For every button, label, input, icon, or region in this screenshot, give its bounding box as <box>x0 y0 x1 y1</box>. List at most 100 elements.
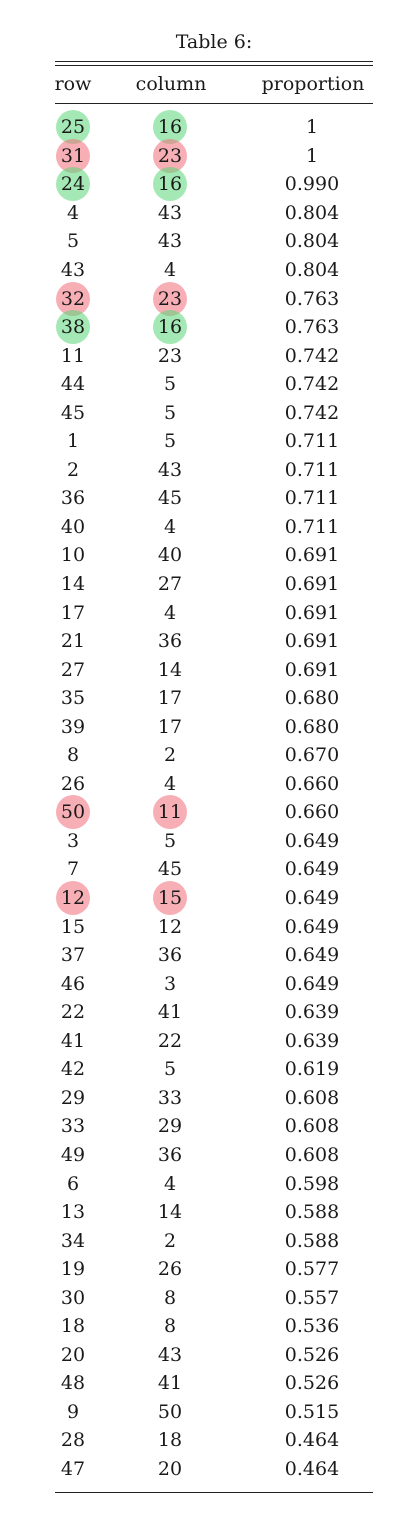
cell-proportion-text: 0.804 <box>284 230 340 253</box>
table-row: 14 27 0.691 <box>55 570 373 599</box>
cell-column-text: 33 <box>157 1086 183 1109</box>
cell-row: 13 <box>55 1200 91 1224</box>
cell-proportion-value: 0.711 <box>285 429 339 453</box>
cell-row-value: 29 <box>61 1086 85 1110</box>
cell-row-value: 3 <box>61 829 85 853</box>
cell-proportion: 0.515 <box>255 1400 369 1424</box>
cell-column: 43 <box>91 201 249 225</box>
cell-row-value: 36 <box>61 486 85 510</box>
cell-proportion-value: 0.763 <box>285 287 339 311</box>
cell-row-value: 43 <box>61 258 85 282</box>
cell-row-value: 26 <box>61 772 85 796</box>
cell-column-text: 36 <box>157 944 183 967</box>
cell-row-highlight-circle: 25 <box>61 115 85 139</box>
table-row: 15 12 0.649 <box>55 912 373 941</box>
cell-proportion-value: 0.526 <box>285 1371 339 1395</box>
cell-column: 18 <box>91 1428 249 1452</box>
cell-row-text: 12 <box>60 887 86 910</box>
cell-proportion: 0.763 <box>255 287 369 311</box>
cell-column-value: 4 <box>158 772 182 796</box>
cell-proportion: 0.557 <box>255 1286 369 1310</box>
cell-proportion: 0.670 <box>255 743 369 767</box>
cell-row: 28 <box>55 1428 91 1452</box>
cell-proportion-text: 0.660 <box>284 772 340 795</box>
cell-proportion: 0.577 <box>255 1257 369 1281</box>
cell-column: 22 <box>91 1029 249 1053</box>
cell-row-value: 34 <box>61 1229 85 1253</box>
cell-proportion-value: 0.742 <box>285 401 339 425</box>
cell-proportion: 0.711 <box>255 429 369 453</box>
table-row: 6 4 0.598 <box>55 1169 373 1198</box>
cell-row-text: 34 <box>60 1229 86 1252</box>
cell-column-text: 23 <box>157 344 183 367</box>
cell-proportion: 1 <box>255 144 369 168</box>
table-row: 19 26 0.577 <box>55 1255 373 1284</box>
cell-column-text: 4 <box>163 601 177 624</box>
cell-column-value: 43 <box>158 458 182 482</box>
cell-row-highlight-circle: 50 <box>61 800 85 824</box>
cell-column-value: 41 <box>158 1371 182 1395</box>
cell-column-value: 5 <box>158 401 182 425</box>
cell-proportion: 0.691 <box>255 543 369 567</box>
cell-row-value: 10 <box>61 543 85 567</box>
cell-proportion-value: 0.691 <box>285 543 339 567</box>
cell-proportion: 0.680 <box>255 715 369 739</box>
cell-row: 1 <box>55 429 91 453</box>
cell-proportion-text: 0.464 <box>284 1429 340 1452</box>
table-row: 28 18 0.464 <box>55 1426 373 1455</box>
cell-column-value: 36 <box>158 943 182 967</box>
cell-column: 43 <box>91 1343 249 1367</box>
cell-column: 4 <box>91 515 249 539</box>
cell-proportion: 0.742 <box>255 401 369 425</box>
cell-proportion-value: 1 <box>300 115 324 139</box>
cell-row: 7 <box>55 857 91 881</box>
cell-row: 46 <box>55 972 91 996</box>
cell-column-value: 40 <box>158 543 182 567</box>
cell-row-value: 22 <box>61 1000 85 1024</box>
table-row: 42 5 0.619 <box>55 1055 373 1084</box>
cell-row-value: 46 <box>61 972 85 996</box>
cell-row: 15 <box>55 915 91 939</box>
cell-proportion: 0.536 <box>255 1314 369 1338</box>
cell-proportion-value: 0.515 <box>285 1400 339 1424</box>
cell-row: 50 <box>55 800 91 824</box>
cell-row: 36 <box>55 486 91 510</box>
cell-proportion: 0.763 <box>255 315 369 339</box>
cell-column: 4 <box>91 601 249 625</box>
cell-row-text: 44 <box>60 373 86 396</box>
cell-row-text: 13 <box>60 1201 86 1224</box>
cell-row: 8 <box>55 743 91 767</box>
cell-proportion-value: 0.680 <box>285 686 339 710</box>
cell-proportion-value: 0.464 <box>285 1457 339 1481</box>
cell-column-text: 26 <box>157 1258 183 1281</box>
table-row: 29 33 0.608 <box>55 1084 373 1113</box>
cell-proportion-value: 0.649 <box>285 857 339 881</box>
table-row: 30 8 0.557 <box>55 1283 373 1312</box>
cell-row-value: 49 <box>61 1143 85 1167</box>
cell-column-value: 43 <box>158 1343 182 1367</box>
cell-row-text: 47 <box>60 1457 86 1480</box>
cell-column: 5 <box>91 829 249 853</box>
cell-proportion-text: 0.557 <box>284 1286 340 1309</box>
table-row: 45 5 0.742 <box>55 398 373 427</box>
cell-row-value: 35 <box>61 686 85 710</box>
cell-row: 19 <box>55 1257 91 1281</box>
cell-row-value: 28 <box>61 1428 85 1452</box>
cell-row-text: 19 <box>60 1258 86 1281</box>
cell-proportion-value: 0.691 <box>285 629 339 653</box>
cell-column-value: 2 <box>158 743 182 767</box>
table-row: 47 20 0.464 <box>55 1455 373 1484</box>
cell-column-text: 41 <box>157 1001 183 1024</box>
table-row: 25 16 1 <box>55 113 373 142</box>
cell-row-highlight-circle: 24 <box>61 172 85 196</box>
cell-row-value: 41 <box>61 1029 85 1053</box>
cell-proportion: 0.660 <box>255 772 369 796</box>
cell-column-highlight-circle: 16 <box>158 172 182 196</box>
cell-row: 29 <box>55 1086 91 1110</box>
cell-proportion-value: 0.804 <box>285 258 339 282</box>
cell-proportion-text: 0.526 <box>284 1343 340 1366</box>
cell-row-text: 43 <box>60 259 86 281</box>
cell-proportion: 0.742 <box>255 372 369 396</box>
cell-proportion-text: 0.742 <box>284 344 340 367</box>
